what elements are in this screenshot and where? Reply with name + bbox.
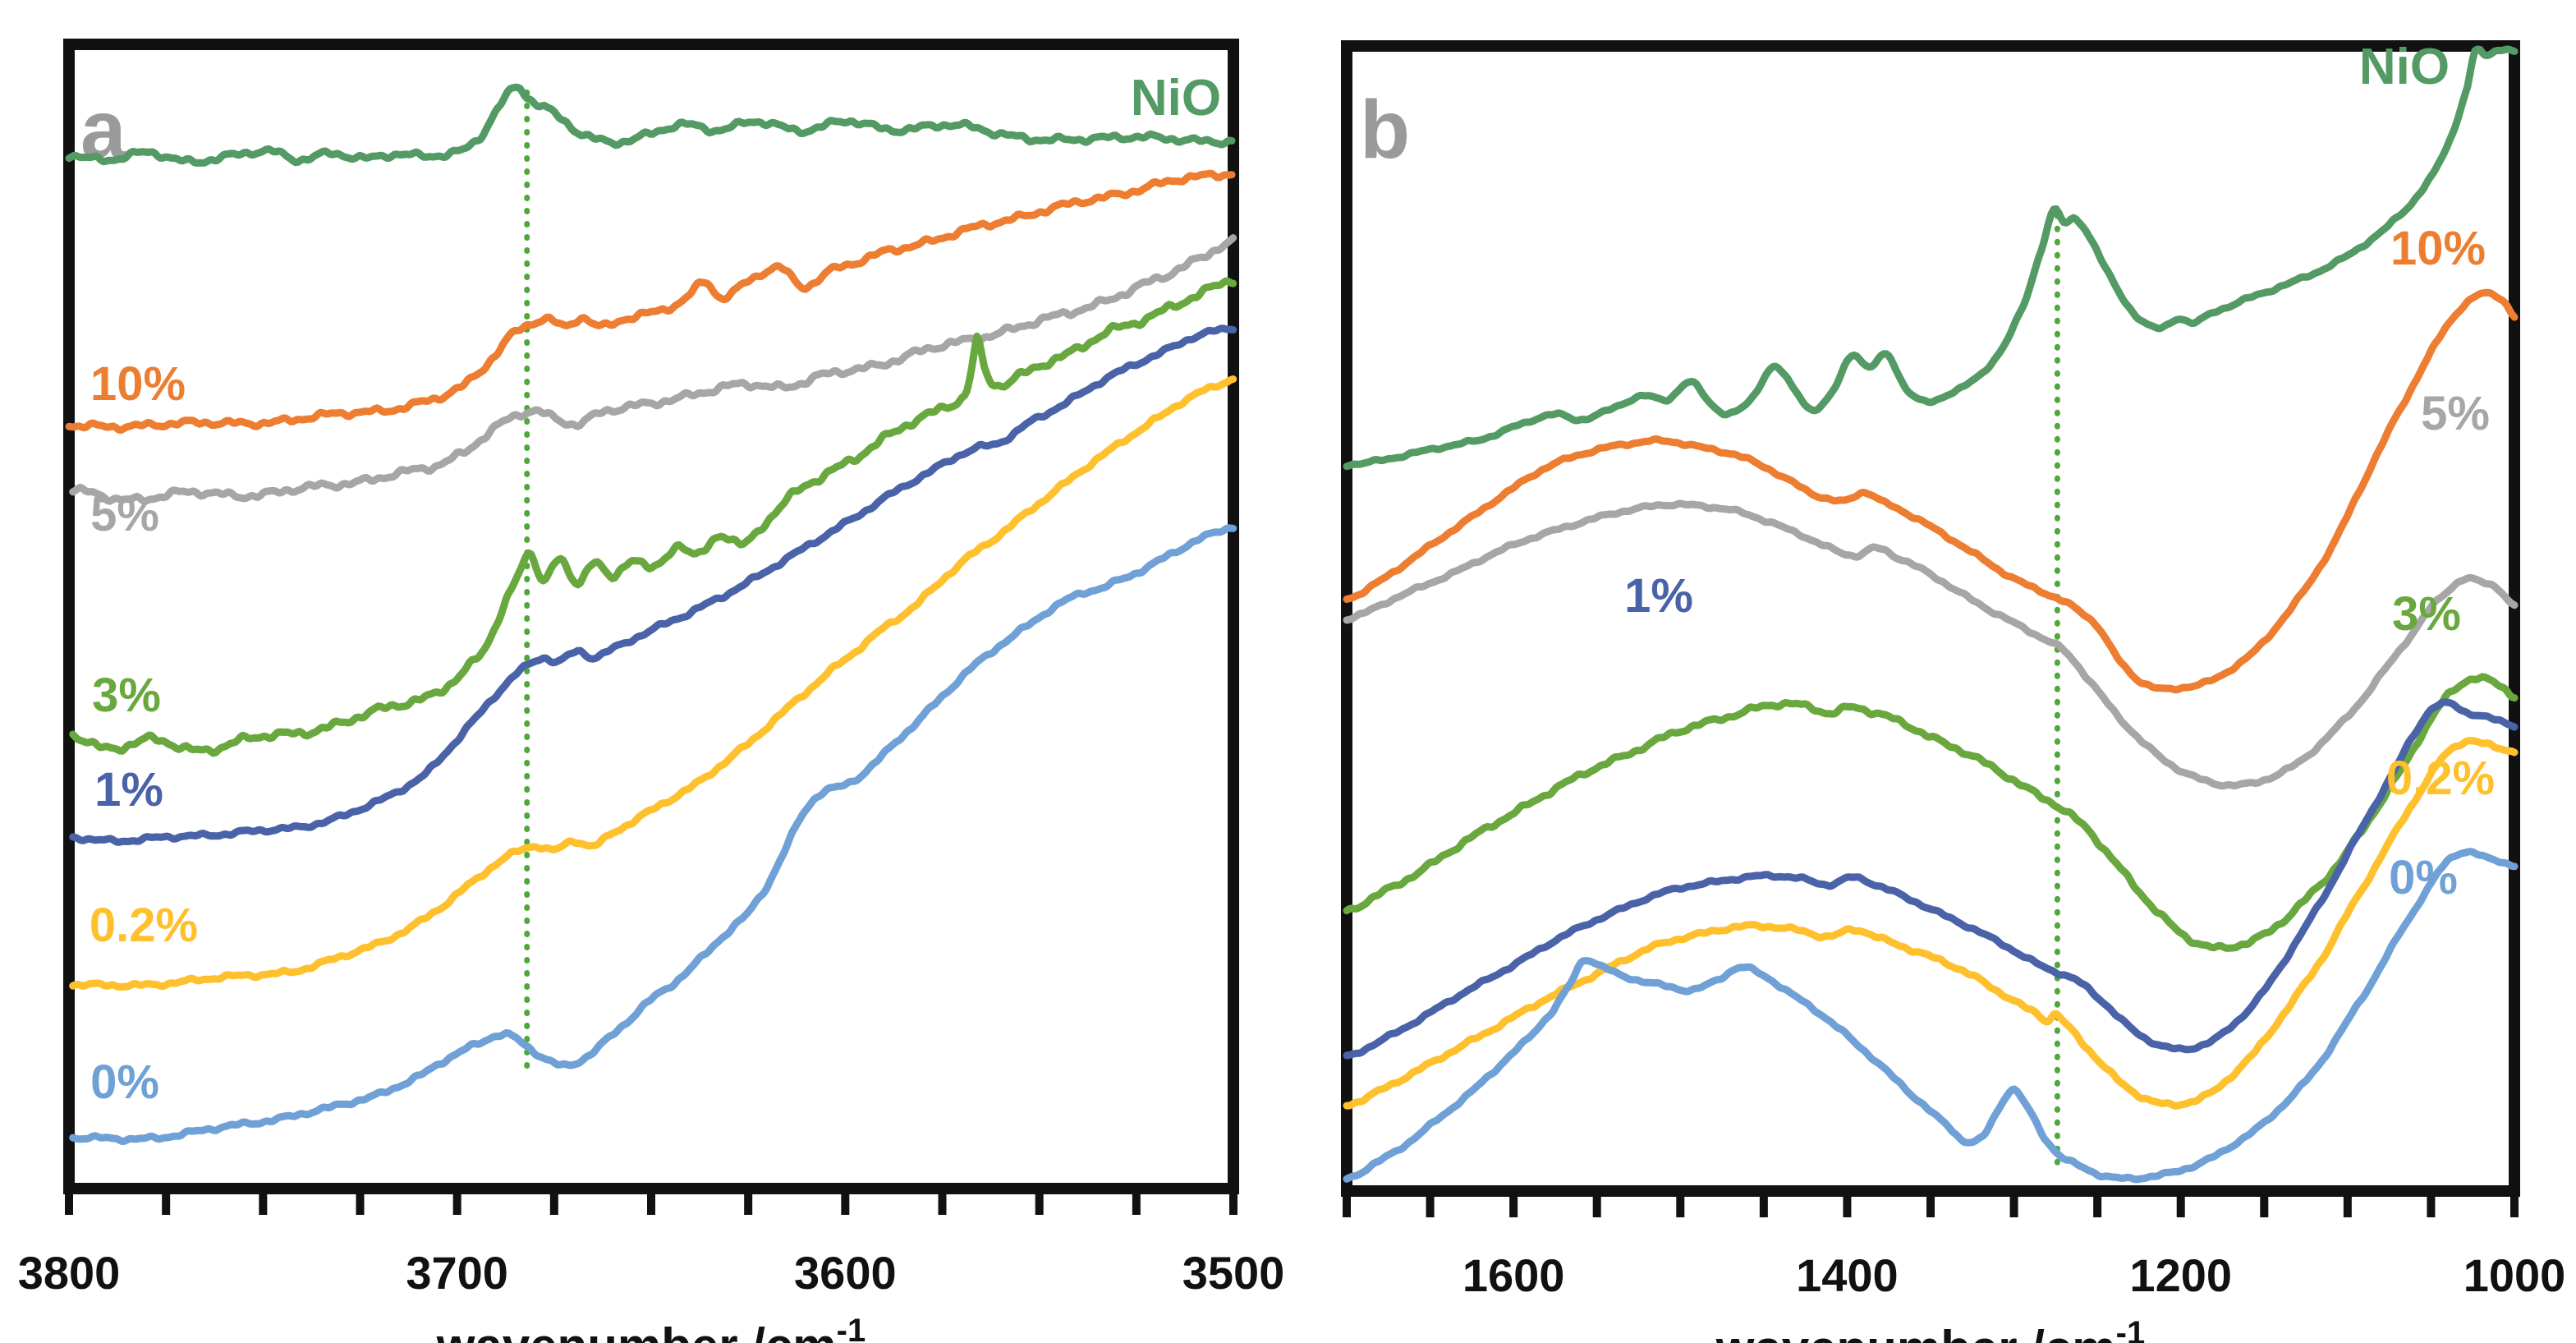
series-label-a-NiO: NiO	[1131, 70, 1221, 126]
spectrum-b-NiO	[1343, 45, 2519, 471]
series-label-a-3%: 3%	[92, 669, 161, 722]
panel-b-tick-label-1000: 1000	[2464, 1249, 2566, 1301]
panel-b-border	[1341, 40, 2520, 1197]
panel-a-tick-label-3800: 3800	[18, 1247, 121, 1299]
spectrum-a-1%	[69, 324, 1237, 846]
panel-a-border	[63, 39, 1239, 1194]
spectrum-b-10%	[1343, 288, 2519, 694]
spectrum-b-0%	[1343, 848, 2519, 1184]
series-label-b-1%: 1%	[1624, 569, 1693, 623]
series-label-b-3%: 3%	[2392, 587, 2461, 641]
panel-b-tick-label-1200: 1200	[2129, 1249, 2232, 1301]
spectrum-b-0.2%	[1343, 737, 2519, 1110]
panel-b-tick-label-1600: 1600	[1462, 1249, 1565, 1301]
spectrum-b-1%	[1343, 698, 2519, 1060]
spectrum-b-5%	[1343, 499, 2519, 790]
spectrum-b-3%	[1343, 673, 2519, 952]
series-label-b-0%: 0%	[2389, 851, 2458, 904]
spectrum-a-10%	[65, 169, 1236, 435]
series-label-a-10%: 10%	[90, 357, 186, 411]
series-label-b-10%: 10%	[2390, 222, 2486, 275]
panel-a-tick-label-3500: 3500	[1182, 1247, 1285, 1299]
series-label-b-0.2%: 0.2%	[2386, 752, 2495, 805]
panel-a-tick-label-3600: 3600	[794, 1247, 897, 1299]
spectrum-a-0%	[69, 524, 1237, 1145]
spectrum-a-3%	[69, 277, 1237, 757]
panel-a-tick-label-3700: 3700	[406, 1247, 508, 1299]
panel-label-b: b	[1360, 84, 1410, 176]
series-label-a-0%: 0%	[90, 1056, 159, 1109]
series-label-b-NiO: NiO	[2359, 39, 2450, 95]
spectrum-a-0.2%	[69, 375, 1237, 991]
spectrum-a-5%	[69, 234, 1237, 505]
panel-b-axis-title: wavenumber /cm-1	[1715, 1315, 2145, 1343]
series-label-a-0.2%: 0.2%	[90, 899, 198, 952]
panel-a-axis-title: wavenumber /cm-1	[436, 1313, 866, 1343]
spectrum-a-NiO	[65, 83, 1236, 167]
panel-b-tick-label-1400: 1400	[1796, 1249, 1899, 1301]
series-label-b-5%: 5%	[2421, 387, 2490, 440]
series-label-a-1%: 1%	[94, 763, 163, 816]
series-label-a-5%: 5%	[90, 488, 159, 541]
